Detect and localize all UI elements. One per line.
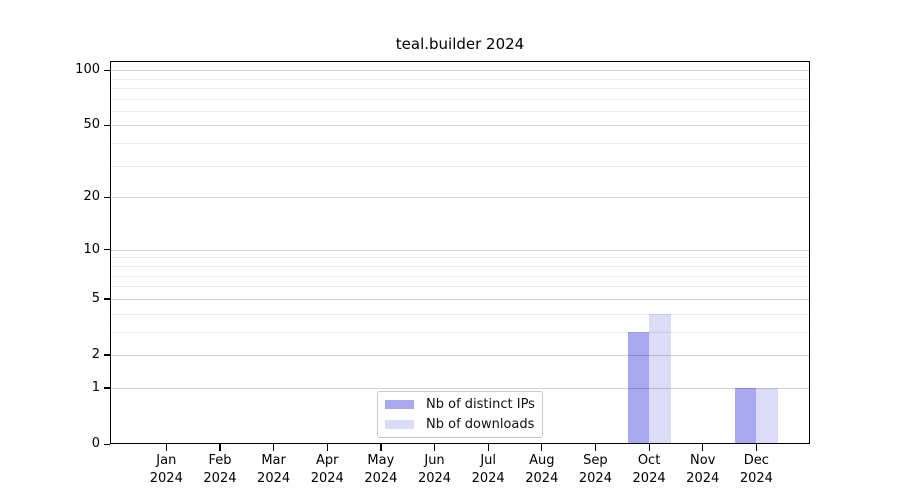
bar-distinct-ips [627,331,650,444]
y-axis-tick [104,249,110,251]
major-gridline [111,298,809,300]
minor-gridline [111,275,809,277]
y-axis-tick-label: 10 [83,241,100,257]
minor-gridline [111,331,809,333]
x-axis-tick-label: Oct 2024 [632,453,666,486]
legend-item-distinct-ips: Nb of distinct IPs [385,395,542,415]
bar-downloads [756,387,778,444]
x-axis-tick-label: Mar 2024 [257,453,291,486]
x-axis-tick-label: Apr 2024 [310,453,344,486]
bar-downloads [649,313,671,444]
minor-gridline [111,78,809,80]
legend-item-downloads: Nb of downloads [385,415,542,435]
plot-border [110,61,810,444]
x-axis-tick [594,444,597,451]
major-gridline [111,125,809,127]
chart-title: teal.builder 2024 [395,35,525,53]
x-axis-tick [487,444,489,451]
y-axis-tick [104,298,110,300]
legend-label-distinct-ips: Nb of distinct IPs [426,397,535,412]
major-gridline [111,387,809,389]
x-axis-tick-label: Nov 2024 [686,453,720,486]
y-axis-tick [104,354,110,356]
y-axis-tick-label: 5 [91,290,100,306]
x-axis-tick-label: Jan 2024 [149,453,183,486]
minor-gridline [111,143,809,145]
x-axis-tick [702,444,704,451]
major-gridline [111,354,809,356]
bar-distinct-ips [734,387,757,444]
y-axis-tick-label: 2 [91,346,100,362]
minor-gridline [111,257,809,259]
y-axis-tick [104,124,110,127]
minor-gridline [111,313,809,315]
major-gridline [111,70,809,72]
legend-label-downloads: Nb of downloads [426,417,535,432]
legend: Nb of distinct IPs Nb of downloads [377,391,543,438]
x-axis-tick-label: May 2024 [364,453,398,486]
y-axis-tick-label: 20 [83,189,100,205]
x-axis-tick-label: Jul 2024 [471,453,505,486]
x-axis-tick [326,444,328,451]
y-axis-tick-label: 1 [91,379,100,395]
x-axis-tick [541,444,543,451]
y-axis-tick [104,69,110,71]
y-axis-tick [104,196,110,199]
legend-swatch-distinct-ips [385,400,414,409]
minor-gridline [111,265,809,267]
x-axis-tick [219,444,221,451]
x-axis-tick [165,444,167,451]
y-axis-tick-label: 50 [83,117,100,133]
major-gridline [111,249,809,251]
x-axis-tick [273,444,275,451]
minor-gridline [111,165,809,167]
minor-gridline [111,98,809,100]
y-axis-tick [104,443,110,445]
y-axis-tick [104,387,110,389]
x-axis-tick-label: Dec 2024 [739,453,773,486]
x-axis-tick [380,444,382,451]
minor-gridline [111,110,809,112]
y-axis-tick-label: 100 [75,62,100,78]
x-axis-tick [434,444,436,451]
x-axis-tick-label: Sep 2024 [578,453,612,486]
x-axis-tick-label: Jun 2024 [417,453,452,486]
minor-gridline [111,87,809,89]
x-axis-tick-label: Aug 2024 [525,453,559,486]
x-axis-tick [755,444,758,451]
legend-swatch-downloads [385,420,414,429]
x-axis-tick [648,444,650,451]
y-axis-tick-label: 0 [91,436,100,451]
major-gridline [111,197,809,199]
x-axis-tick-label: Feb 2024 [203,453,237,486]
minor-gridline [111,286,809,288]
